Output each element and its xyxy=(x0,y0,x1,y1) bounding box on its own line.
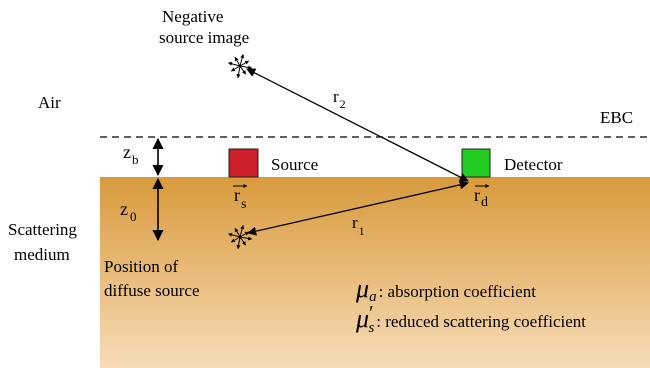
mu-s-prime: ′ xyxy=(369,302,373,324)
star-ray xyxy=(230,65,241,72)
star-ray xyxy=(236,236,241,250)
rd-base: r xyxy=(474,185,480,205)
mu-a-text: : absorption coefficient xyxy=(379,282,537,301)
star-ray xyxy=(236,65,241,79)
r1-base: r xyxy=(352,213,358,232)
rs-sub: s xyxy=(241,197,246,212)
star-ray xyxy=(239,60,250,67)
rd-label: rd xyxy=(474,185,488,210)
star-ray xyxy=(239,236,253,241)
star-ray xyxy=(239,65,253,70)
scattering-label-line2: medium xyxy=(14,245,70,264)
r2-arrow xyxy=(246,68,469,182)
star-ray xyxy=(239,54,245,67)
r1-label: r1 xyxy=(352,213,365,238)
scattering-label-line1: Scattering xyxy=(8,220,77,239)
star-ray xyxy=(239,225,245,238)
rs-base: r xyxy=(234,185,240,205)
r1-arrow xyxy=(247,180,469,236)
source-box xyxy=(228,148,259,178)
mu-s-symbol: μ xyxy=(355,304,369,333)
star-ray xyxy=(234,56,241,67)
r1-sub: 1 xyxy=(359,224,365,238)
ebc-label: EBC xyxy=(600,108,633,127)
detector-label: Detector xyxy=(504,155,563,174)
diffuse-source-star xyxy=(228,225,253,250)
star-ray xyxy=(234,227,241,238)
z0-sub: 0 xyxy=(130,209,137,224)
zb-sub: b xyxy=(132,152,139,167)
z0-base: z xyxy=(120,199,128,219)
mu-a-legend: μa: absorption coefficient xyxy=(355,274,536,305)
star-ray xyxy=(230,236,241,243)
star-ray xyxy=(239,65,247,75)
rs-label: rs xyxy=(234,185,246,212)
mu-s-legend: μ′ s: reduced scattering coefficient xyxy=(355,302,586,336)
negative-source-image-star xyxy=(228,54,253,79)
r2-label: r2 xyxy=(333,87,346,111)
zb-base: z xyxy=(123,142,131,162)
r2-sub: 2 xyxy=(340,97,346,111)
diffuse-source-label-line1: Position of xyxy=(104,257,178,276)
mu-a-symbol: μ xyxy=(355,274,369,303)
mu-s-sub: s xyxy=(368,320,374,336)
star-ray xyxy=(239,236,247,246)
negative-source-label-line2: source image xyxy=(159,28,249,47)
source-label: Source xyxy=(271,155,318,174)
air-label: Air xyxy=(38,93,61,112)
star-ray xyxy=(228,232,241,238)
negative-source-label-line1: Negative xyxy=(162,7,223,26)
zb-label: zb xyxy=(123,142,139,167)
scattering-medium-region xyxy=(100,177,650,368)
star-ray xyxy=(228,61,241,67)
mu-s-text: : reduced scattering coefficient xyxy=(376,312,586,331)
diffuse-source-label-line2: diffuse source xyxy=(104,281,200,300)
detector-box xyxy=(461,148,491,178)
mu-a-sub: a xyxy=(369,289,377,305)
r2-base: r xyxy=(333,87,339,106)
rd-sub: d xyxy=(481,195,488,210)
